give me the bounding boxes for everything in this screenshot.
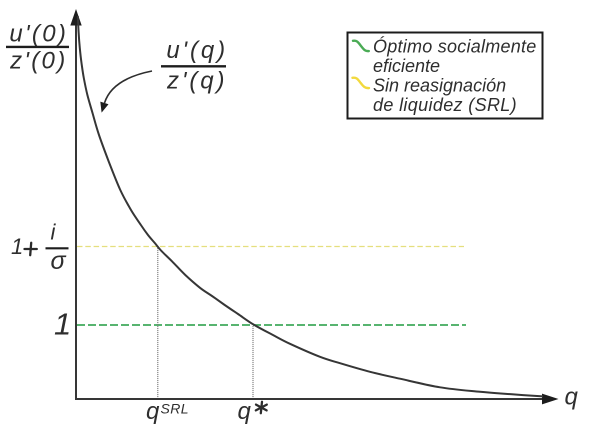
svg-text:Sin reasignación: Sin reasignación [373,76,506,96]
svg-text:de liquidez (SRL): de liquidez (SRL) [373,95,517,115]
svg-text:Óptimo socialmente: Óptimo socialmente [373,36,537,57]
svg-text:eficiente: eficiente [373,56,440,76]
svg-text:q: q [146,398,160,425]
svg-text:σ: σ [50,247,66,275]
svg-text:u'(q): u'(q) [166,37,228,64]
svg-text:u'(0): u'(0) [9,21,68,48]
svg-text:1: 1 [11,234,24,259]
svg-text:1: 1 [54,307,71,342]
svg-text:q: q [238,398,252,425]
svg-text:q: q [565,384,579,411]
svg-text:z'(q): z'(q) [166,68,227,95]
svg-text:z'(0): z'(0) [9,48,67,75]
svg-text:i: i [51,220,57,245]
svg-text:SRL: SRL [161,401,189,417]
